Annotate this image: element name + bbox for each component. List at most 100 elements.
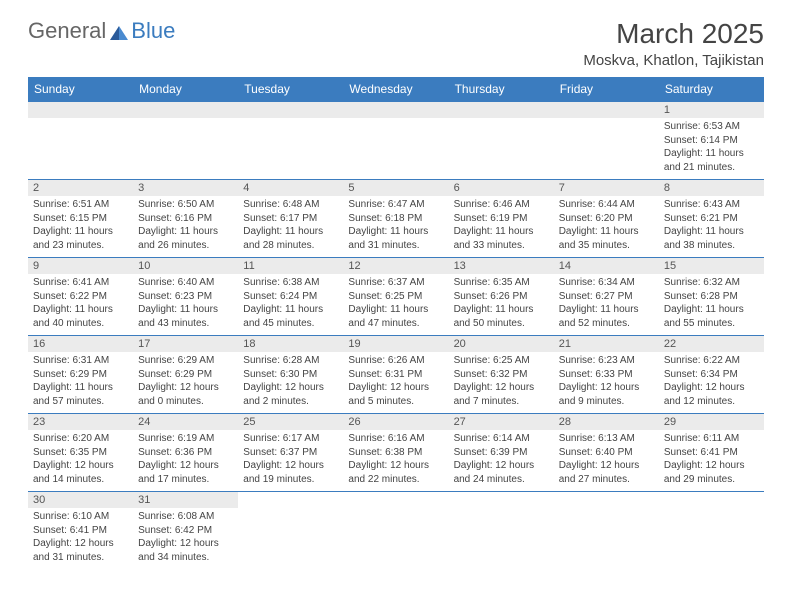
day-number: 23 [28,414,133,430]
day-number: 26 [343,414,448,430]
week-row: 1Sunrise: 6:53 AMSunset: 6:14 PMDaylight… [28,102,764,180]
day-info: Sunrise: 6:20 AMSunset: 6:35 PMDaylight:… [28,430,133,490]
sunrise-text: Sunrise: 6:40 AM [138,276,233,290]
daylight-text: Daylight: 11 hours and 26 minutes. [138,225,233,252]
day-cell [554,102,659,180]
day-header-tue: Tuesday [238,77,343,102]
daylight-text: Daylight: 12 hours and 34 minutes. [138,537,233,564]
empty-daynum [554,102,659,118]
day-cell: 17Sunrise: 6:29 AMSunset: 6:29 PMDayligh… [133,336,238,414]
empty-daynum [28,102,133,118]
day-cell [343,102,448,180]
day-number: 1 [659,102,764,118]
day-cell: 25Sunrise: 6:17 AMSunset: 6:37 PMDayligh… [238,414,343,492]
day-number: 13 [449,258,554,274]
daylight-text: Daylight: 12 hours and 22 minutes. [348,459,443,486]
sunset-text: Sunset: 6:41 PM [664,446,759,460]
daylight-text: Daylight: 11 hours and 21 minutes. [664,147,759,174]
empty-daynum [449,102,554,118]
sunrise-text: Sunrise: 6:43 AM [664,198,759,212]
day-number: 8 [659,180,764,196]
day-number: 18 [238,336,343,352]
daylight-text: Daylight: 11 hours and 57 minutes. [33,381,128,408]
day-header-fri: Friday [554,77,659,102]
day-cell [238,492,343,570]
sunrise-text: Sunrise: 6:48 AM [243,198,338,212]
day-info: Sunrise: 6:10 AMSunset: 6:41 PMDaylight:… [28,508,133,568]
daylight-text: Daylight: 12 hours and 17 minutes. [138,459,233,486]
day-cell: 9Sunrise: 6:41 AMSunset: 6:22 PMDaylight… [28,258,133,336]
daylight-text: Daylight: 12 hours and 27 minutes. [559,459,654,486]
day-number: 21 [554,336,659,352]
daylight-text: Daylight: 11 hours and 52 minutes. [559,303,654,330]
day-cell: 26Sunrise: 6:16 AMSunset: 6:38 PMDayligh… [343,414,448,492]
day-info: Sunrise: 6:17 AMSunset: 6:37 PMDaylight:… [238,430,343,490]
day-info: Sunrise: 6:50 AMSunset: 6:16 PMDaylight:… [133,196,238,256]
day-info: Sunrise: 6:53 AMSunset: 6:14 PMDaylight:… [659,118,764,178]
day-info: Sunrise: 6:08 AMSunset: 6:42 PMDaylight:… [133,508,238,568]
day-info: Sunrise: 6:31 AMSunset: 6:29 PMDaylight:… [28,352,133,412]
sunset-text: Sunset: 6:24 PM [243,290,338,304]
day-cell: 22Sunrise: 6:22 AMSunset: 6:34 PMDayligh… [659,336,764,414]
week-row: 16Sunrise: 6:31 AMSunset: 6:29 PMDayligh… [28,336,764,414]
day-info: Sunrise: 6:35 AMSunset: 6:26 PMDaylight:… [449,274,554,334]
day-number: 29 [659,414,764,430]
day-cell: 20Sunrise: 6:25 AMSunset: 6:32 PMDayligh… [449,336,554,414]
sunset-text: Sunset: 6:25 PM [348,290,443,304]
day-cell: 3Sunrise: 6:50 AMSunset: 6:16 PMDaylight… [133,180,238,258]
daylight-text: Daylight: 11 hours and 38 minutes. [664,225,759,252]
day-number: 20 [449,336,554,352]
daylight-text: Daylight: 11 hours and 28 minutes. [243,225,338,252]
day-number: 30 [28,492,133,508]
sunset-text: Sunset: 6:21 PM [664,212,759,226]
day-info: Sunrise: 6:29 AMSunset: 6:29 PMDaylight:… [133,352,238,412]
sunset-text: Sunset: 6:30 PM [243,368,338,382]
day-header-sun: Sunday [28,77,133,102]
day-cell: 21Sunrise: 6:23 AMSunset: 6:33 PMDayligh… [554,336,659,414]
week-row: 30Sunrise: 6:10 AMSunset: 6:41 PMDayligh… [28,492,764,570]
day-cell: 30Sunrise: 6:10 AMSunset: 6:41 PMDayligh… [28,492,133,570]
day-info: Sunrise: 6:38 AMSunset: 6:24 PMDaylight:… [238,274,343,334]
daylight-text: Daylight: 11 hours and 23 minutes. [33,225,128,252]
sunset-text: Sunset: 6:29 PM [138,368,233,382]
sunset-text: Sunset: 6:34 PM [664,368,759,382]
sunset-text: Sunset: 6:15 PM [33,212,128,226]
day-number: 24 [133,414,238,430]
sunset-text: Sunset: 6:32 PM [454,368,549,382]
sunrise-text: Sunrise: 6:10 AM [33,510,128,524]
sunset-text: Sunset: 6:35 PM [33,446,128,460]
day-number: 9 [28,258,133,274]
day-info: Sunrise: 6:37 AMSunset: 6:25 PMDaylight:… [343,274,448,334]
day-cell: 16Sunrise: 6:31 AMSunset: 6:29 PMDayligh… [28,336,133,414]
sunrise-text: Sunrise: 6:20 AM [33,432,128,446]
day-info: Sunrise: 6:41 AMSunset: 6:22 PMDaylight:… [28,274,133,334]
day-info: Sunrise: 6:40 AMSunset: 6:23 PMDaylight:… [133,274,238,334]
day-cell [343,492,448,570]
calendar-table: Sunday Monday Tuesday Wednesday Thursday… [28,77,764,570]
sunrise-text: Sunrise: 6:35 AM [454,276,549,290]
day-number: 28 [554,414,659,430]
day-cell [449,492,554,570]
day-info: Sunrise: 6:11 AMSunset: 6:41 PMDaylight:… [659,430,764,490]
day-number: 19 [343,336,448,352]
sunset-text: Sunset: 6:16 PM [138,212,233,226]
sunset-text: Sunset: 6:27 PM [559,290,654,304]
day-info: Sunrise: 6:48 AMSunset: 6:17 PMDaylight:… [238,196,343,256]
sunrise-text: Sunrise: 6:50 AM [138,198,233,212]
empty-daynum [238,102,343,118]
day-cell: 29Sunrise: 6:11 AMSunset: 6:41 PMDayligh… [659,414,764,492]
sunrise-text: Sunrise: 6:53 AM [664,120,759,134]
day-number: 4 [238,180,343,196]
day-number: 27 [449,414,554,430]
sunset-text: Sunset: 6:38 PM [348,446,443,460]
sunrise-text: Sunrise: 6:32 AM [664,276,759,290]
logo: GeneralBlue [28,18,175,44]
sunrise-text: Sunrise: 6:08 AM [138,510,233,524]
day-info: Sunrise: 6:13 AMSunset: 6:40 PMDaylight:… [554,430,659,490]
day-number: 22 [659,336,764,352]
sunset-text: Sunset: 6:22 PM [33,290,128,304]
day-info: Sunrise: 6:47 AMSunset: 6:18 PMDaylight:… [343,196,448,256]
day-cell: 5Sunrise: 6:47 AMSunset: 6:18 PMDaylight… [343,180,448,258]
title-block: March 2025 Moskva, Khatlon, Tajikistan [583,18,764,69]
week-row: 2Sunrise: 6:51 AMSunset: 6:15 PMDaylight… [28,180,764,258]
